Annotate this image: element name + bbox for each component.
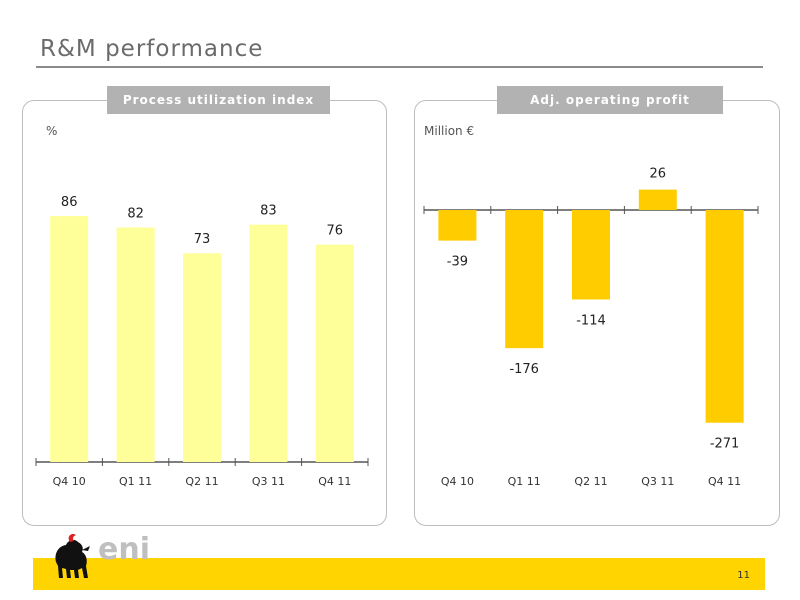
page-number: 11	[737, 570, 750, 581]
utilization-unit-label: %	[46, 124, 58, 138]
six-legged-dog-logo-icon	[55, 533, 90, 578]
operating-profit-panel	[414, 100, 780, 526]
logo-wordmark: eni	[98, 532, 150, 567]
slide-title: R&M performance	[40, 36, 264, 62]
utilization-panel	[22, 100, 387, 526]
title-divider	[36, 66, 763, 68]
utilization-panel-header: Process utilization index	[107, 86, 330, 114]
operating-profit-unit-label: Million €	[424, 124, 475, 138]
operating-profit-panel-header: Adj. operating profit	[497, 86, 723, 114]
footer-band	[33, 558, 765, 590]
